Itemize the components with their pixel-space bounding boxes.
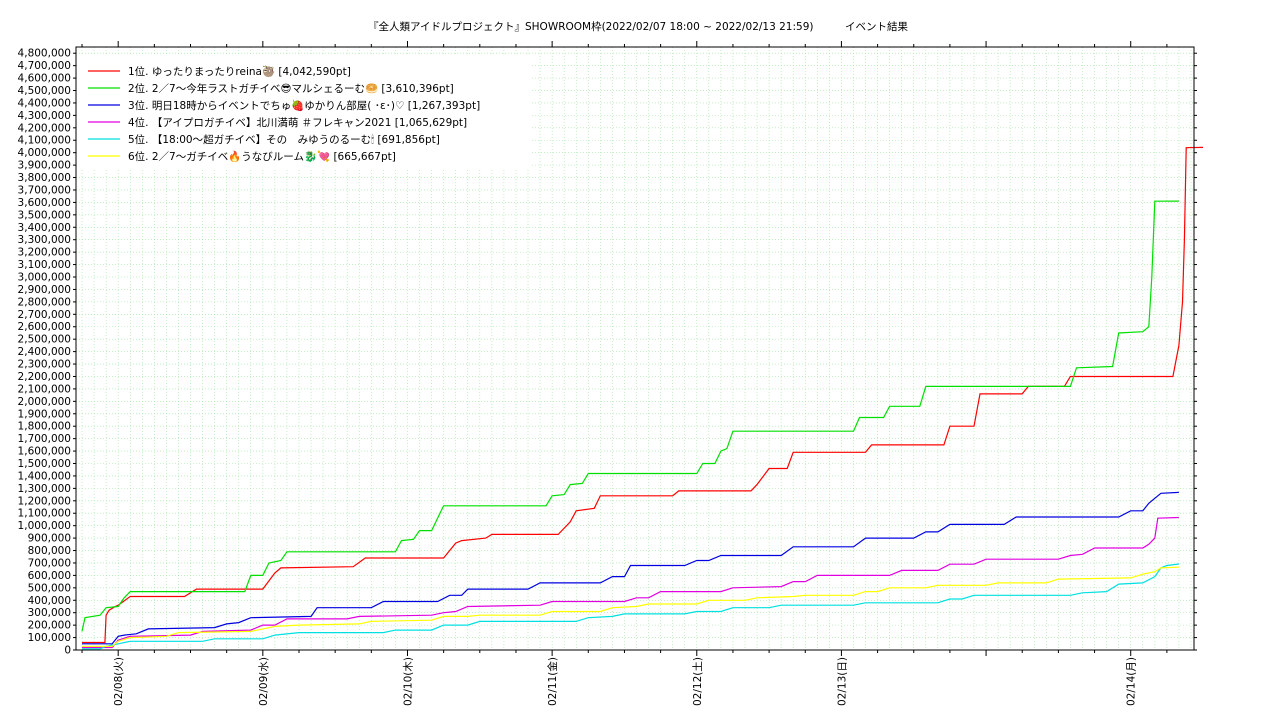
y-tick-label: 4,300,000: [18, 110, 71, 122]
y-tick-label: 3,400,000: [18, 222, 71, 234]
y-tick-label: 2,200,000: [18, 371, 71, 383]
chart-title: 『全人類アイドルプロジェクト』SHOWROOM枠(2022/02/07 18:0…: [368, 20, 908, 33]
y-tick-label: 4,100,000: [18, 135, 71, 147]
y-axis: 0100,000200,000300,000400,000500,000600,…: [18, 48, 1197, 657]
y-tick-label: 4,700,000: [18, 60, 71, 72]
plot-frame: [75, 46, 1195, 651]
series-line-3: [82, 491, 1179, 645]
y-tick-label: 1,500,000: [18, 458, 71, 470]
y-tick-label: 3,300,000: [18, 234, 71, 246]
x-tick-label: 02/10(木): [402, 657, 414, 706]
y-tick-label: 1,800,000: [18, 421, 71, 433]
y-tick-label: 2,500,000: [18, 334, 71, 346]
series-line-4: [82, 516, 1179, 649]
y-tick-label: 4,500,000: [18, 85, 71, 97]
y-tick-label: 2,300,000: [18, 359, 71, 371]
y-tick-label: 1,300,000: [18, 483, 71, 495]
legend-label: 2位. 2／7〜今年ラストガチイベ😎マルシェるーむ🥯 [3,610,396pt]: [128, 82, 454, 95]
y-tick-label: 400,000: [28, 595, 71, 607]
y-tick-label: 200,000: [28, 620, 71, 632]
y-tick-label: 1,900,000: [18, 408, 71, 420]
y-tick-label: 4,800,000: [18, 48, 71, 60]
y-tick-label: 1,600,000: [18, 446, 71, 458]
y-tick-label: 2,600,000: [18, 321, 71, 333]
series-line-2: [81, 200, 1179, 632]
y-tick-label: 1,700,000: [18, 433, 71, 445]
y-tick-label: 4,200,000: [18, 122, 71, 134]
x-tick-label: 02/14(月): [1126, 657, 1138, 706]
y-tick-label: 1,000,000: [18, 520, 71, 532]
legend: 1位. ゆったりまったりreina🦥 [4,042,590pt] 2位. 2／7〜…: [78, 56, 530, 168]
x-tick-label: 02/09(水): [258, 657, 270, 706]
x-tick-label: 02/13(日): [836, 657, 848, 706]
series-line-1: [82, 146, 1204, 644]
y-tick-label: 3,200,000: [18, 247, 71, 259]
y-tick-label: 500,000: [28, 582, 71, 594]
y-tick-label: 2,400,000: [18, 346, 71, 358]
y-tick-label: 1,400,000: [18, 470, 71, 482]
y-tick-label: 2,900,000: [18, 284, 71, 296]
y-tick-label: 3,900,000: [18, 160, 71, 172]
y-tick-label: 100,000: [28, 632, 71, 644]
y-tick-label: 3,700,000: [18, 184, 71, 196]
y-tick-label: 2,800,000: [18, 296, 71, 308]
legend-label: 3位. 明日18時からイベントでちゅ🍓ゆかりん部屋( ･ε･)♡ [1,267,…: [128, 99, 480, 112]
y-tick-label: 4,000,000: [18, 147, 71, 159]
y-tick-label: 4,600,000: [18, 73, 71, 85]
y-tick-label: 1,100,000: [18, 508, 71, 520]
y-tick-label: 3,100,000: [18, 259, 71, 271]
y-tick-label: 3,000,000: [18, 272, 71, 284]
y-tick-label: 2,700,000: [18, 309, 71, 321]
legend-background: [78, 56, 530, 168]
legend-label: 5位. 【18:00〜超ガチイベ】その みゆうのるーむ🕯 [691,856pt]: [128, 133, 440, 146]
y-tick-label: 4,400,000: [18, 97, 71, 109]
y-tick-label: 3,500,000: [18, 209, 71, 221]
series-line-6: [82, 566, 1179, 647]
y-tick-label: 800,000: [28, 545, 71, 557]
x-tick-label: 02/12(土): [691, 657, 704, 706]
y-tick-label: 300,000: [28, 607, 71, 619]
y-tick-label: 1,200,000: [18, 495, 71, 507]
y-tick-label: 900,000: [28, 533, 71, 545]
y-tick-label: 0: [64, 645, 71, 657]
x-tick-label: 02/11(金): [546, 657, 559, 706]
legend-label: 1位. ゆったりまったりreina🦥 [4,042,590pt]: [128, 65, 351, 78]
y-tick-label: 3,800,000: [18, 172, 71, 184]
y-tick-label: 700,000: [28, 557, 71, 569]
series-layer: [81, 146, 1204, 650]
y-tick-label: 2,100,000: [18, 383, 71, 395]
series-line-5: [82, 563, 1179, 650]
y-tick-label: 3,600,000: [18, 197, 71, 209]
legend-label: 6位. 2／7〜ガチイベ🔥うなびルーム🐉💘 [665,667pt]: [128, 150, 396, 163]
legend-label: 4位. 【アイプロガチイベ】北川満萌 ＃フレキャン2021 [1,065,629…: [128, 116, 467, 129]
y-tick-label: 2,000,000: [18, 396, 71, 408]
x-axis: 02/08(火) 02/09(水) 02/10(木) 02/11(金) 02/12(土)…: [81, 41, 1168, 706]
x-tick-label: 02/08(火): [113, 657, 125, 706]
y-tick-label: 600,000: [28, 570, 71, 582]
